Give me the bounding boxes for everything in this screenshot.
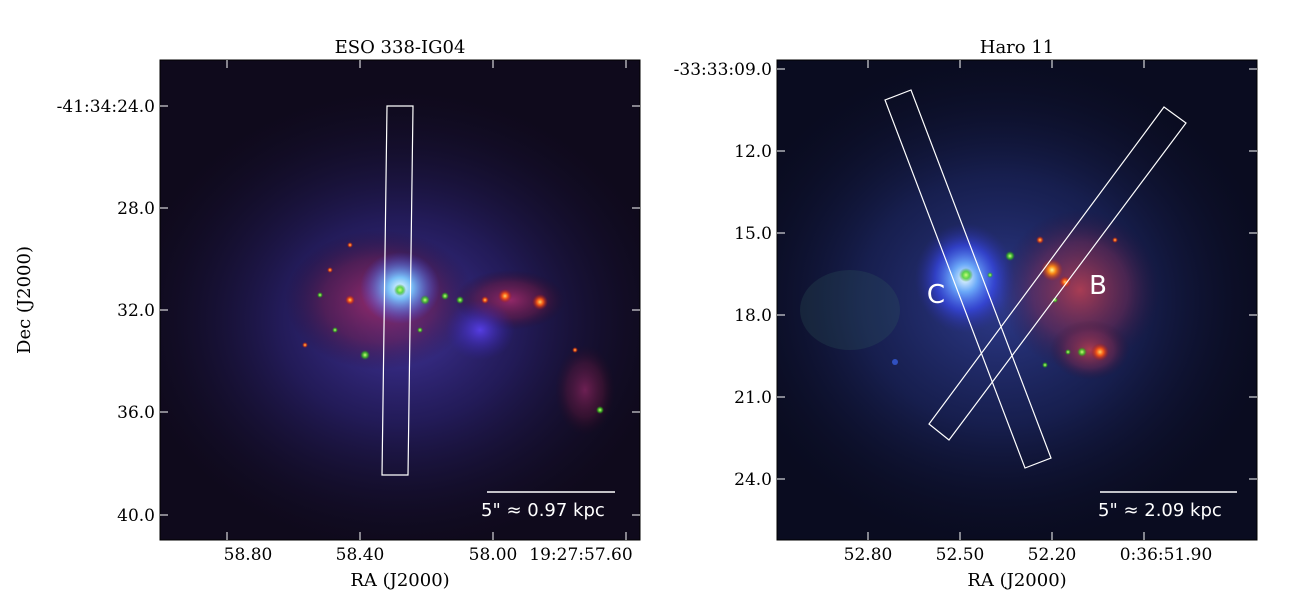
galaxy-image [777,60,1257,540]
scale-bar-label: 5" ≈ 2.09 kpc [1098,500,1222,521]
y-tick-label: 28.0 [117,199,155,219]
x-tick-label: 52.20 [1028,545,1077,565]
scale-bar-label: 5" ≈ 0.97 kpc [481,500,605,521]
y-tick-label: 12.0 [734,142,772,162]
y-tick-label: -41:34:24.0 [57,97,155,117]
image-frame [159,59,641,541]
panel-eso338: ESO 338-IG04 [57,37,641,591]
x-axis-label: RA (J2000) [350,570,449,591]
x-tick-label: 58.00 [469,545,518,565]
x-tick-label: 19:27:57.60 [529,545,632,565]
axis-ticks [777,60,1257,540]
y-tick-label: 21.0 [734,388,772,408]
x-axis-label: RA (J2000) [967,570,1066,591]
knot-label-b: B [1089,271,1107,301]
x-tick-label: 0:36:51.90 [1120,545,1213,565]
panel-haro11: Haro 11 C B [674,37,1258,591]
x-tick-label: 52.50 [936,545,985,565]
y-tick-label: 15.0 [734,224,772,244]
y-tick-label: 18.0 [734,306,772,326]
slit-outline [884,89,1052,469]
panel-title: ESO 338-IG04 [335,37,466,58]
y-ticks-left [160,60,640,540]
slit-outline [381,105,414,476]
x-tick-label: 58.80 [224,545,273,565]
y-tick-label: -33:33:09.0 [674,60,772,80]
image-frame [776,59,1258,541]
y-axis-label: Dec (J2000) [14,246,35,354]
y-tick-label: 32.0 [117,301,155,321]
slit-outline [928,106,1187,441]
x-tick-label: 52.80 [844,545,893,565]
knot-label-c: C [927,280,945,310]
panel-title: Haro 11 [980,37,1055,58]
y-tick-label: 40.0 [117,506,155,526]
y-tick-label: 36.0 [117,403,155,423]
x-tick-label: 58.40 [336,545,385,565]
galaxy-image [160,60,640,540]
y-tick-label: 24.0 [734,470,772,490]
